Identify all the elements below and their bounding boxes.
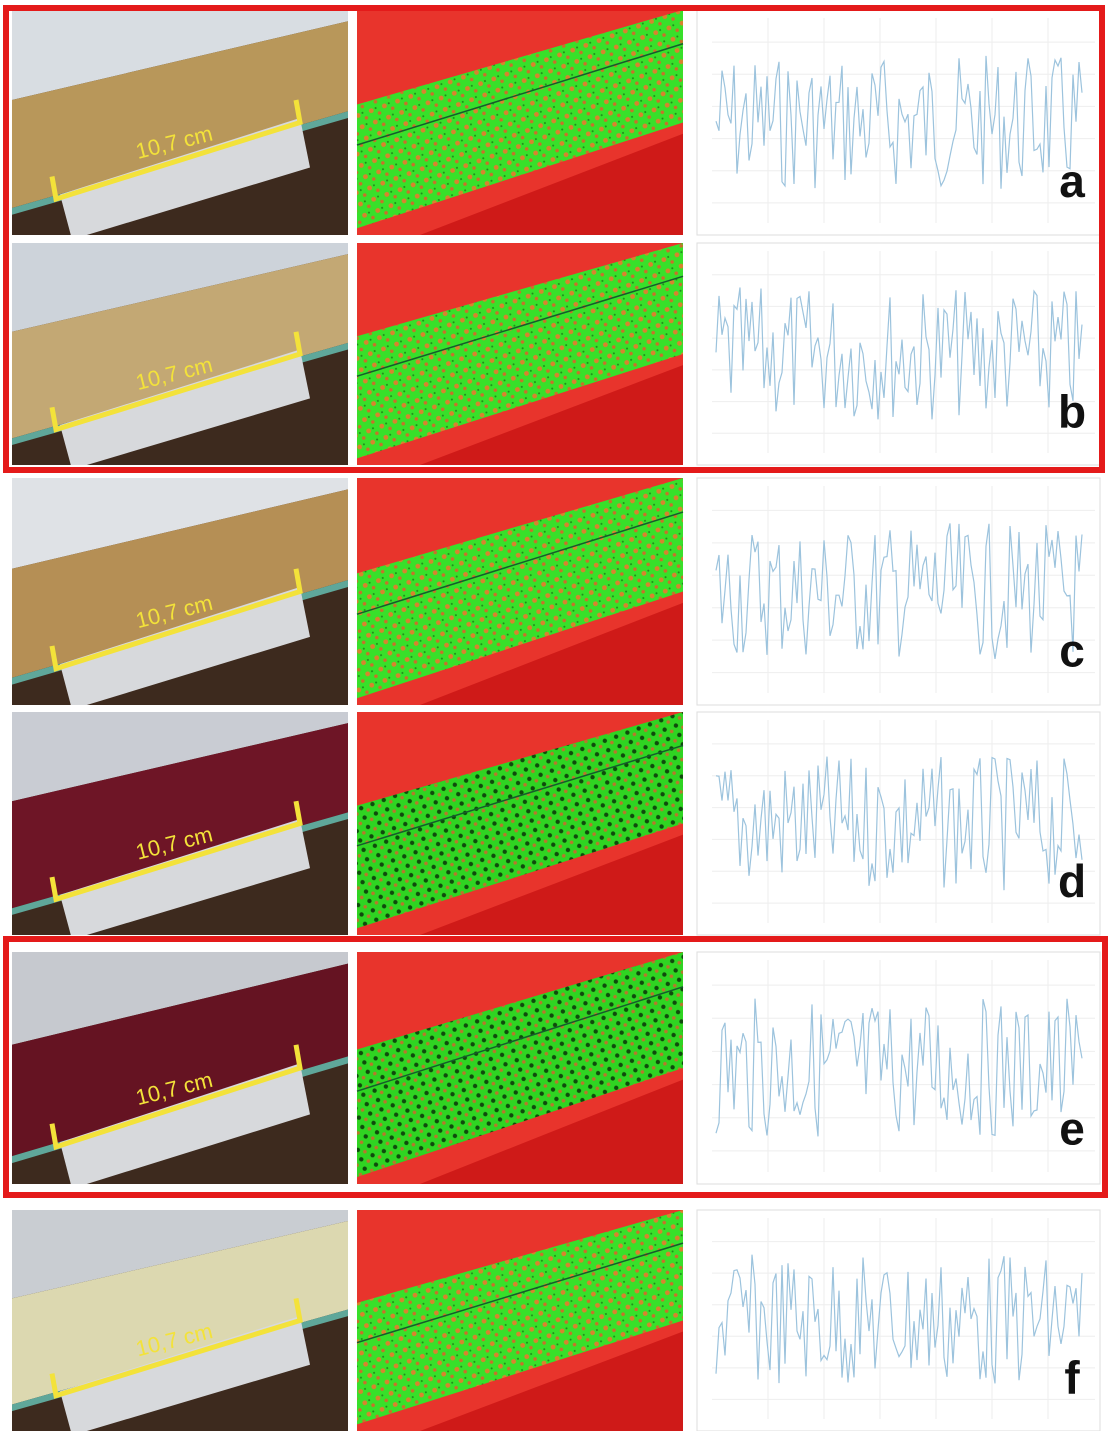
panel-letter: b: [1058, 385, 1086, 437]
panel-row: 10,7 cme: [12, 952, 1100, 1189]
panel-letter: a: [1059, 155, 1085, 207]
false-color: [357, 478, 683, 705]
false-color: [357, 1210, 683, 1431]
profile-plot: [697, 478, 1100, 705]
profile-plot: [697, 10, 1100, 235]
photo: [12, 952, 348, 1189]
figure: 10,7 cma10,7 cmb10,7 cmc10,7 cmd10,7 cme…: [0, 0, 1108, 1431]
panel-letter: e: [1059, 1103, 1085, 1155]
photo: [12, 1210, 348, 1431]
panel-row: 10,7 cma: [12, 10, 1100, 240]
panel-row: 10,7 cmb: [12, 243, 1100, 469]
false-color: [357, 952, 683, 1184]
false-color: [357, 243, 683, 465]
panel-letter: f: [1064, 1351, 1080, 1403]
profile-plot: [697, 712, 1100, 935]
false-color: [357, 712, 683, 935]
panel-letter: c: [1059, 624, 1085, 676]
plot-frame: [697, 243, 1100, 465]
photo: [12, 712, 348, 939]
panel-row: 10,7 cmd: [12, 712, 1100, 939]
panel-letter: d: [1058, 855, 1086, 907]
profile-plot: [697, 243, 1100, 465]
panel-row: 10,7 cmc: [12, 478, 1100, 710]
panel-row: 10,7 cmf: [12, 1210, 1100, 1431]
profile-plot: [697, 952, 1100, 1184]
photo: [12, 10, 348, 240]
photo: [12, 478, 348, 710]
false-color: [357, 10, 683, 235]
profile-plot: [697, 1210, 1100, 1431]
photo: [12, 243, 348, 469]
